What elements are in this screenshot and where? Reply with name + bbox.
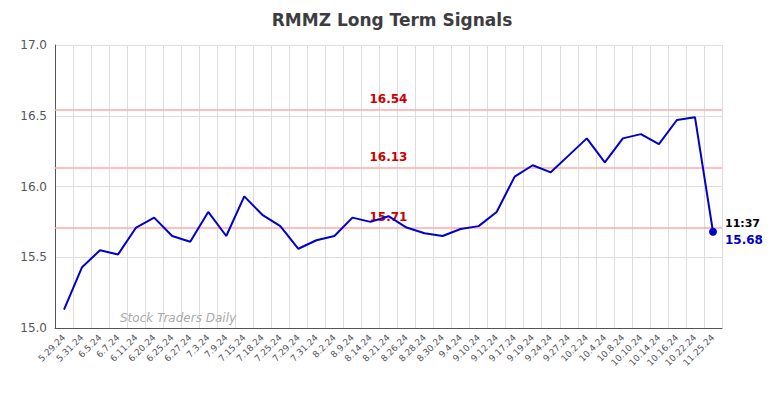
svg-text:11:37: 11:37 [725,217,760,230]
svg-text:15.68: 15.68 [725,233,763,247]
svg-text:7.31.24: 7.31.24 [288,332,320,364]
svg-text:6.5.24: 6.5.24 [76,332,104,360]
svg-text:7.29.24: 7.29.24 [270,332,302,364]
svg-text:6.27.24: 6.27.24 [162,332,194,364]
svg-text:6.25.24: 6.25.24 [144,332,176,364]
svg-text:9.24.24: 9.24.24 [523,332,555,364]
svg-text:9.10.24: 9.10.24 [450,332,483,364]
svg-text:6.11.24: 6.11.24 [108,332,140,364]
svg-text:9.12.24: 9.12.24 [468,332,501,364]
svg-text:Stock Traders Daily: Stock Traders Daily [120,311,237,325]
svg-text:10.8.24: 10.8.24 [595,332,627,364]
svg-text:7.3.24: 7.3.24 [184,332,212,360]
svg-text:10.10.24: 10.10.24 [609,332,645,368]
svg-text:7.9.24: 7.9.24 [202,332,230,360]
svg-text:8.28.24: 8.28.24 [396,332,429,364]
svg-text:8.30.24: 8.30.24 [414,332,447,364]
svg-text:8.21.24: 8.21.24 [360,332,392,364]
svg-text:7.18.24: 7.18.24 [234,332,266,364]
svg-text:6.20.24: 6.20.24 [126,332,158,364]
svg-text:7.15.24: 7.15.24 [216,332,248,364]
svg-text:10.22.24: 10.22.24 [663,332,699,368]
svg-text:16.5: 16.5 [20,109,47,123]
svg-text:17.0: 17.0 [20,38,47,52]
svg-text:15.5: 15.5 [20,250,47,264]
svg-text:RMMZ Long Term Signals: RMMZ Long Term Signals [272,10,513,30]
svg-text:8.14.24: 8.14.24 [342,332,374,364]
svg-text:5.29.24: 5.29.24 [36,332,68,364]
svg-text:9.27.24: 9.27.24 [541,332,573,364]
svg-text:9.19.24: 9.19.24 [504,332,537,364]
svg-text:9.4.24: 9.4.24 [436,332,465,360]
svg-text:7.25.24: 7.25.24 [252,332,284,364]
svg-text:9.17.24: 9.17.24 [486,332,519,364]
svg-text:16.54: 16.54 [370,92,408,106]
svg-text:16.0: 16.0 [20,180,47,194]
svg-text:10.4.24: 10.4.24 [577,332,609,364]
svg-text:8.2.24: 8.2.24 [310,332,338,360]
svg-text:11.25.24: 11.25.24 [681,332,717,368]
svg-text:10.14.24: 10.14.24 [627,332,663,368]
svg-text:6.7.24: 6.7.24 [94,332,122,360]
svg-text:10.2.24: 10.2.24 [559,332,591,364]
svg-text:16.13: 16.13 [370,150,408,164]
svg-text:8.26.24: 8.26.24 [378,332,411,364]
svg-text:5.31.24: 5.31.24 [54,332,86,364]
svg-text:15.71: 15.71 [369,209,408,224]
svg-text:15.0: 15.0 [20,321,47,335]
svg-text:8.9.24: 8.9.24 [328,332,356,360]
svg-text:10.16.24: 10.16.24 [645,332,681,368]
